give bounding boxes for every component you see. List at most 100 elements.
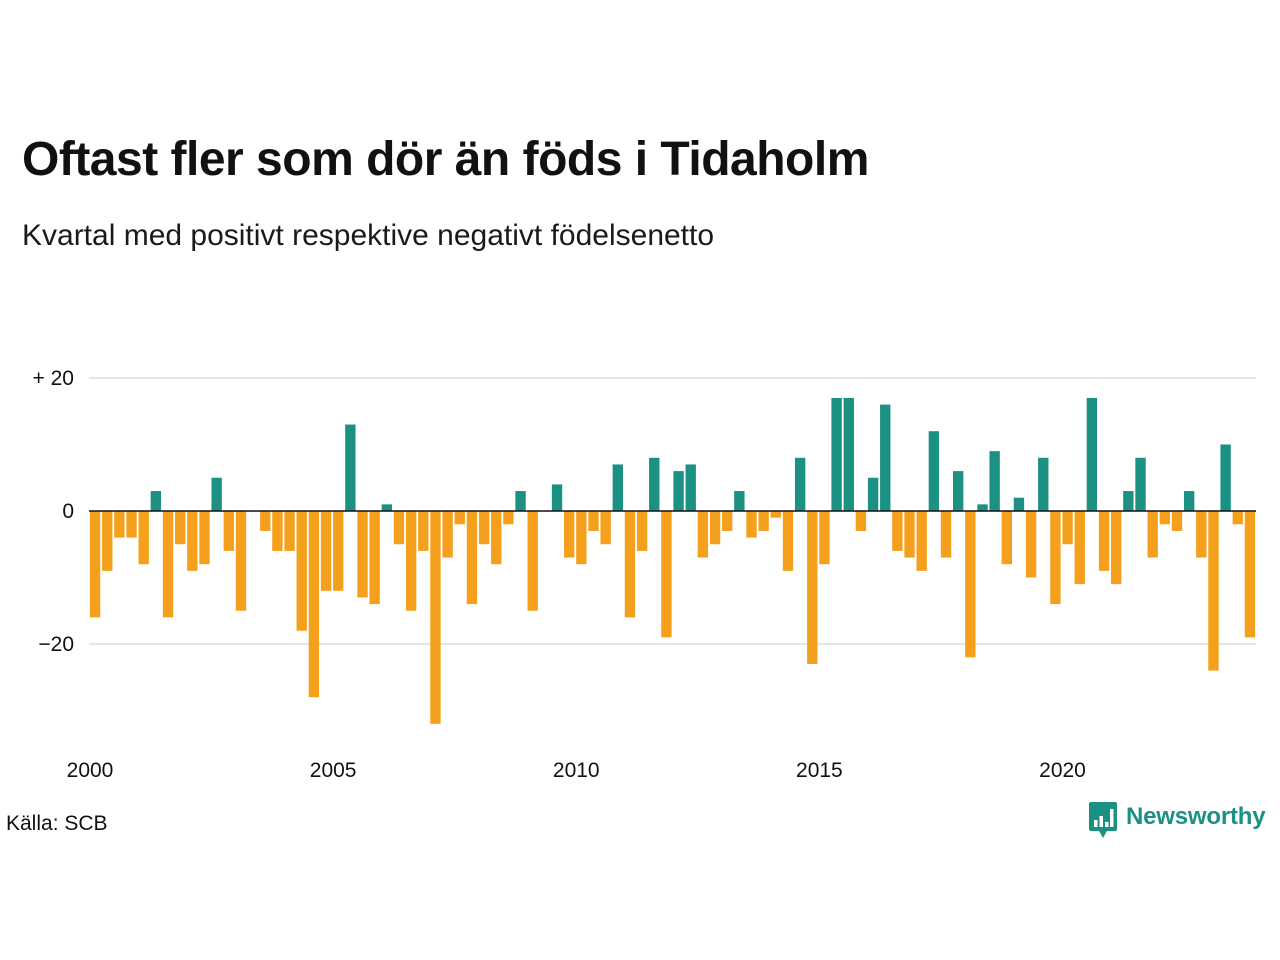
bar-negative xyxy=(770,511,782,518)
bar-positive xyxy=(734,491,745,511)
brand-icon-bar xyxy=(1099,816,1103,827)
bar-negative xyxy=(782,511,794,571)
bar-positive xyxy=(1013,497,1025,511)
bar-positive xyxy=(928,431,940,511)
bar-negative xyxy=(174,511,186,545)
y-axis-tick-labels: + 20 0 −20 xyxy=(33,367,74,656)
bar-negative xyxy=(1098,511,1110,571)
bar-positive xyxy=(843,397,854,511)
bar-negative xyxy=(1025,511,1037,578)
bar-negative xyxy=(563,511,575,558)
bar-negative xyxy=(965,511,976,658)
bar-negative xyxy=(187,511,198,571)
bar-positive xyxy=(867,477,879,511)
bar-negative xyxy=(430,511,441,724)
bar-negative xyxy=(162,511,174,618)
bar-negative xyxy=(697,511,709,558)
bar-negative xyxy=(916,511,927,571)
brand-logo: Newsworthy xyxy=(1088,800,1266,840)
bar-negative xyxy=(1111,511,1122,585)
x-tick-label: 2000 xyxy=(67,759,114,782)
bar-positive xyxy=(1086,397,1098,511)
bar-negative xyxy=(102,511,113,571)
bar-negative xyxy=(442,511,453,558)
x-axis-tick-labels: 2000 2005 2010 2015 2020 xyxy=(67,759,1086,782)
brand-icon-bar xyxy=(1105,822,1109,827)
bar-negative xyxy=(357,511,368,598)
bar-positive xyxy=(1183,491,1195,511)
bar-negative xyxy=(223,511,234,551)
bar-positive xyxy=(794,457,806,511)
bar-negative xyxy=(296,511,307,631)
x-tick-label: 2010 xyxy=(553,759,600,782)
bar-negative xyxy=(1147,511,1158,558)
bar-negative xyxy=(527,511,538,611)
bar-negative xyxy=(503,511,514,525)
bar-negative xyxy=(369,511,380,605)
bar-negative xyxy=(855,511,867,531)
bar-negative xyxy=(478,511,490,545)
bar-negative xyxy=(138,511,149,565)
brand-icon-bar xyxy=(1094,820,1098,827)
bar-negative xyxy=(491,511,502,565)
x-tick-label: 2005 xyxy=(310,759,357,782)
bar-negative xyxy=(1196,511,1207,558)
bar-negative xyxy=(272,511,283,551)
bar-negative xyxy=(1074,511,1085,585)
bar-negative xyxy=(819,511,830,565)
bar-negative xyxy=(393,511,405,545)
brand-icon-bar xyxy=(1110,809,1114,827)
bar-negative xyxy=(284,511,295,551)
bar-negative xyxy=(576,511,587,565)
bars xyxy=(89,397,1256,724)
bar-positive xyxy=(673,471,684,511)
bar-negative xyxy=(600,511,611,545)
bar-positive xyxy=(831,397,842,511)
bar-positive xyxy=(211,477,222,511)
bar-negative xyxy=(661,511,672,638)
chart-subtitle: Kvartal med positivt respektive negativt… xyxy=(22,219,715,252)
bar-negative xyxy=(1001,511,1012,565)
source-note: Källa: SCB xyxy=(6,812,108,835)
bar-positive xyxy=(515,491,526,511)
bar-positive xyxy=(150,491,162,511)
bar-negative xyxy=(1244,511,1256,638)
bar-negative xyxy=(405,511,417,611)
bar-negative xyxy=(320,511,332,591)
bar-positive xyxy=(551,484,563,511)
brand-name: Newsworthy xyxy=(1126,803,1266,830)
y-tick-label: + 20 xyxy=(33,367,74,390)
bar-positive xyxy=(381,504,393,511)
chart-title: Oftast fler som dör än föds i Tidaholm xyxy=(22,133,869,186)
bar-negative xyxy=(418,511,429,551)
bar-negative xyxy=(308,511,320,698)
bar-positive xyxy=(612,464,623,511)
bar-positive xyxy=(880,404,891,511)
bar-negative xyxy=(114,511,125,538)
bar-positive xyxy=(989,451,1000,511)
y-tick-label: −20 xyxy=(38,633,74,656)
y-tick-label: 0 xyxy=(62,500,74,523)
bar-negative xyxy=(1062,511,1073,545)
bar-negative xyxy=(454,511,465,525)
bar-negative xyxy=(466,511,478,605)
x-tick-label: 2015 xyxy=(796,759,843,782)
bar-negative xyxy=(709,511,721,545)
bar-positive xyxy=(1123,491,1134,511)
bar-positive xyxy=(1135,457,1146,511)
x-tick-label: 2020 xyxy=(1039,759,1086,782)
bar-negative xyxy=(807,511,818,664)
bar-positive xyxy=(685,464,696,511)
bar-negative xyxy=(260,511,271,531)
bar-negative xyxy=(1171,511,1183,531)
bar-positive xyxy=(952,471,964,511)
bar-positive xyxy=(977,504,988,511)
bar-positive xyxy=(1038,457,1049,511)
bar-chart-speech-bubble-icon xyxy=(1089,802,1117,838)
bar-negative xyxy=(1050,511,1061,605)
bar-negative xyxy=(89,511,101,618)
grid-lines xyxy=(89,377,1256,645)
bar-negative xyxy=(746,511,757,538)
bar-negative xyxy=(758,511,769,531)
